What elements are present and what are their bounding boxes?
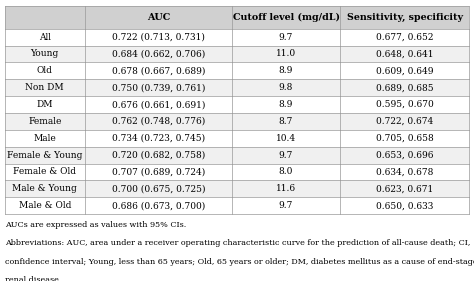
Text: 0.677, 0.652: 0.677, 0.652 bbox=[376, 33, 434, 42]
Bar bbox=[85, 180, 232, 197]
Text: All: All bbox=[39, 33, 51, 42]
Text: 0.634, 0.678: 0.634, 0.678 bbox=[376, 167, 433, 176]
Text: renal disease.: renal disease. bbox=[5, 276, 61, 281]
Bar bbox=[232, 79, 340, 96]
Text: 0.700 (0.675, 0.725): 0.700 (0.675, 0.725) bbox=[111, 184, 205, 193]
Bar bbox=[85, 96, 232, 113]
Bar bbox=[85, 147, 232, 164]
Bar bbox=[340, 130, 469, 147]
Text: AUC: AUC bbox=[146, 13, 170, 22]
Text: 8.9: 8.9 bbox=[279, 66, 293, 75]
Bar bbox=[5, 96, 85, 113]
Text: 8.7: 8.7 bbox=[279, 117, 293, 126]
Bar bbox=[340, 180, 469, 197]
Text: 0.734 (0.723, 0.745): 0.734 (0.723, 0.745) bbox=[112, 134, 205, 143]
Text: 0.650, 0.633: 0.650, 0.633 bbox=[376, 201, 433, 210]
Bar bbox=[232, 164, 340, 180]
Bar bbox=[5, 164, 85, 180]
Text: 0.720 (0.682, 0.758): 0.720 (0.682, 0.758) bbox=[112, 151, 205, 160]
Text: Female & Young: Female & Young bbox=[7, 151, 82, 160]
Text: 0.595, 0.670: 0.595, 0.670 bbox=[376, 100, 434, 109]
Bar bbox=[340, 197, 469, 214]
Bar bbox=[85, 197, 232, 214]
Bar bbox=[85, 113, 232, 130]
Text: 9.7: 9.7 bbox=[279, 151, 293, 160]
Bar bbox=[232, 180, 340, 197]
Text: 0.678 (0.667, 0.689): 0.678 (0.667, 0.689) bbox=[111, 66, 205, 75]
Bar bbox=[5, 79, 85, 96]
Text: Non DM: Non DM bbox=[26, 83, 64, 92]
Text: Cutoff level (mg/dL): Cutoff level (mg/dL) bbox=[233, 13, 339, 22]
Text: Abbreviations: AUC, area under a receiver operating characteristic curve for the: Abbreviations: AUC, area under a receive… bbox=[5, 239, 470, 247]
Bar bbox=[85, 79, 232, 96]
Bar bbox=[232, 29, 340, 46]
Bar bbox=[85, 62, 232, 79]
Bar bbox=[232, 130, 340, 147]
Text: 8.0: 8.0 bbox=[279, 167, 293, 176]
Text: Female: Female bbox=[28, 117, 62, 126]
Text: 0.705, 0.658: 0.705, 0.658 bbox=[376, 134, 434, 143]
Bar bbox=[85, 46, 232, 62]
Text: 8.9: 8.9 bbox=[279, 100, 293, 109]
Bar bbox=[5, 147, 85, 164]
Text: 0.648, 0.641: 0.648, 0.641 bbox=[376, 49, 434, 58]
Text: Female & Old: Female & Old bbox=[13, 167, 76, 176]
Bar bbox=[5, 6, 85, 29]
Text: 0.623, 0.671: 0.623, 0.671 bbox=[376, 184, 433, 193]
Bar bbox=[340, 79, 469, 96]
Text: 9.7: 9.7 bbox=[279, 33, 293, 42]
Bar bbox=[340, 6, 469, 29]
Bar bbox=[85, 130, 232, 147]
Bar bbox=[5, 197, 85, 214]
Text: Sensitivity, specificity: Sensitivity, specificity bbox=[347, 13, 463, 22]
Text: Young: Young bbox=[31, 49, 59, 58]
Text: 0.722 (0.713, 0.731): 0.722 (0.713, 0.731) bbox=[112, 33, 205, 42]
Bar bbox=[85, 29, 232, 46]
Text: 0.689, 0.685: 0.689, 0.685 bbox=[376, 83, 434, 92]
Bar bbox=[340, 29, 469, 46]
Bar bbox=[340, 62, 469, 79]
Bar bbox=[85, 164, 232, 180]
Bar bbox=[232, 113, 340, 130]
Text: 0.750 (0.739, 0.761): 0.750 (0.739, 0.761) bbox=[111, 83, 205, 92]
Text: Old: Old bbox=[37, 66, 53, 75]
Text: 0.707 (0.689, 0.724): 0.707 (0.689, 0.724) bbox=[112, 167, 205, 176]
Bar bbox=[5, 46, 85, 62]
Bar bbox=[340, 46, 469, 62]
Text: 0.686 (0.673, 0.700): 0.686 (0.673, 0.700) bbox=[112, 201, 205, 210]
Bar bbox=[340, 164, 469, 180]
Text: 11.0: 11.0 bbox=[276, 49, 296, 58]
Bar bbox=[5, 29, 85, 46]
Text: 0.609, 0.649: 0.609, 0.649 bbox=[376, 66, 434, 75]
Bar bbox=[340, 113, 469, 130]
Bar bbox=[5, 130, 85, 147]
Bar bbox=[5, 113, 85, 130]
Text: 9.7: 9.7 bbox=[279, 201, 293, 210]
Bar bbox=[232, 197, 340, 214]
Text: 10.4: 10.4 bbox=[276, 134, 296, 143]
Text: Male: Male bbox=[33, 134, 56, 143]
Text: DM: DM bbox=[36, 100, 53, 109]
Bar bbox=[5, 62, 85, 79]
Text: AUCs are expressed as values with 95% CIs.: AUCs are expressed as values with 95% CI… bbox=[5, 221, 186, 229]
Bar bbox=[232, 6, 340, 29]
Text: 0.722, 0.674: 0.722, 0.674 bbox=[376, 117, 433, 126]
Text: Male & Young: Male & Young bbox=[12, 184, 77, 193]
Text: 11.6: 11.6 bbox=[276, 184, 296, 193]
Text: 9.8: 9.8 bbox=[279, 83, 293, 92]
Bar bbox=[232, 96, 340, 113]
Text: 0.762 (0.748, 0.776): 0.762 (0.748, 0.776) bbox=[112, 117, 205, 126]
Text: confidence interval; Young, less than 65 years; Old, 65 years or older; DM, diab: confidence interval; Young, less than 65… bbox=[5, 258, 474, 266]
Text: 0.684 (0.662, 0.706): 0.684 (0.662, 0.706) bbox=[112, 49, 205, 58]
Text: 0.676 (0.661, 0.691): 0.676 (0.661, 0.691) bbox=[111, 100, 205, 109]
Text: Male & Old: Male & Old bbox=[18, 201, 71, 210]
Bar bbox=[340, 96, 469, 113]
Bar bbox=[232, 46, 340, 62]
Bar bbox=[340, 147, 469, 164]
Text: 0.653, 0.696: 0.653, 0.696 bbox=[376, 151, 434, 160]
Bar bbox=[5, 180, 85, 197]
Bar bbox=[232, 62, 340, 79]
Bar bbox=[85, 6, 232, 29]
Bar bbox=[232, 147, 340, 164]
